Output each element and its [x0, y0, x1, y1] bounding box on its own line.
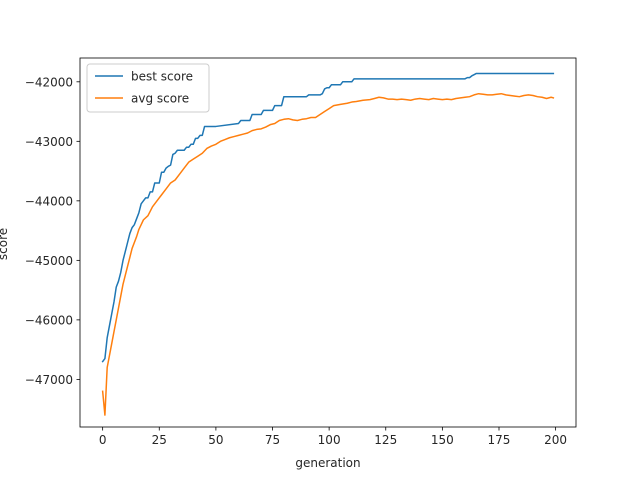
y-tick-label: −45000: [25, 254, 73, 268]
legend-label: best score: [131, 70, 193, 84]
y-tick-label: −44000: [25, 194, 73, 208]
series-line-avg-score: [101, 92, 555, 416]
legend: best score avg score: [86, 63, 210, 113]
y-tick-label: −46000: [25, 313, 73, 327]
series-line-best-score: [101, 72, 555, 363]
y-tick-label: −47000: [25, 373, 73, 387]
x-tick-label: 100: [318, 433, 341, 447]
legend-label: avg score: [131, 92, 189, 106]
axes: 0 25 50 75 100 125 150 175 200 −47000 −46000 −45000…: [25, 57, 577, 447]
x-tick-label: 50: [208, 433, 223, 447]
plot-area: [80, 58, 576, 427]
x-tick-label: 150: [431, 433, 454, 447]
x-tick-label: 25: [152, 433, 167, 447]
y-tick-label: −43000: [25, 135, 73, 149]
x-tick-label: 200: [544, 433, 567, 447]
x-tick-label: 0: [99, 433, 107, 447]
plot-background: [80, 58, 576, 427]
y-axis-title: score: [0, 228, 10, 260]
x-tick-label: 125: [374, 433, 397, 447]
axes-frame: [79, 57, 577, 428]
x-axis-title: generation: [295, 456, 360, 470]
x-tick-label: 75: [265, 433, 280, 447]
x-tick-label: 175: [488, 433, 511, 447]
series-layer: [101, 72, 555, 416]
y-tick-label: −42000: [25, 75, 73, 89]
